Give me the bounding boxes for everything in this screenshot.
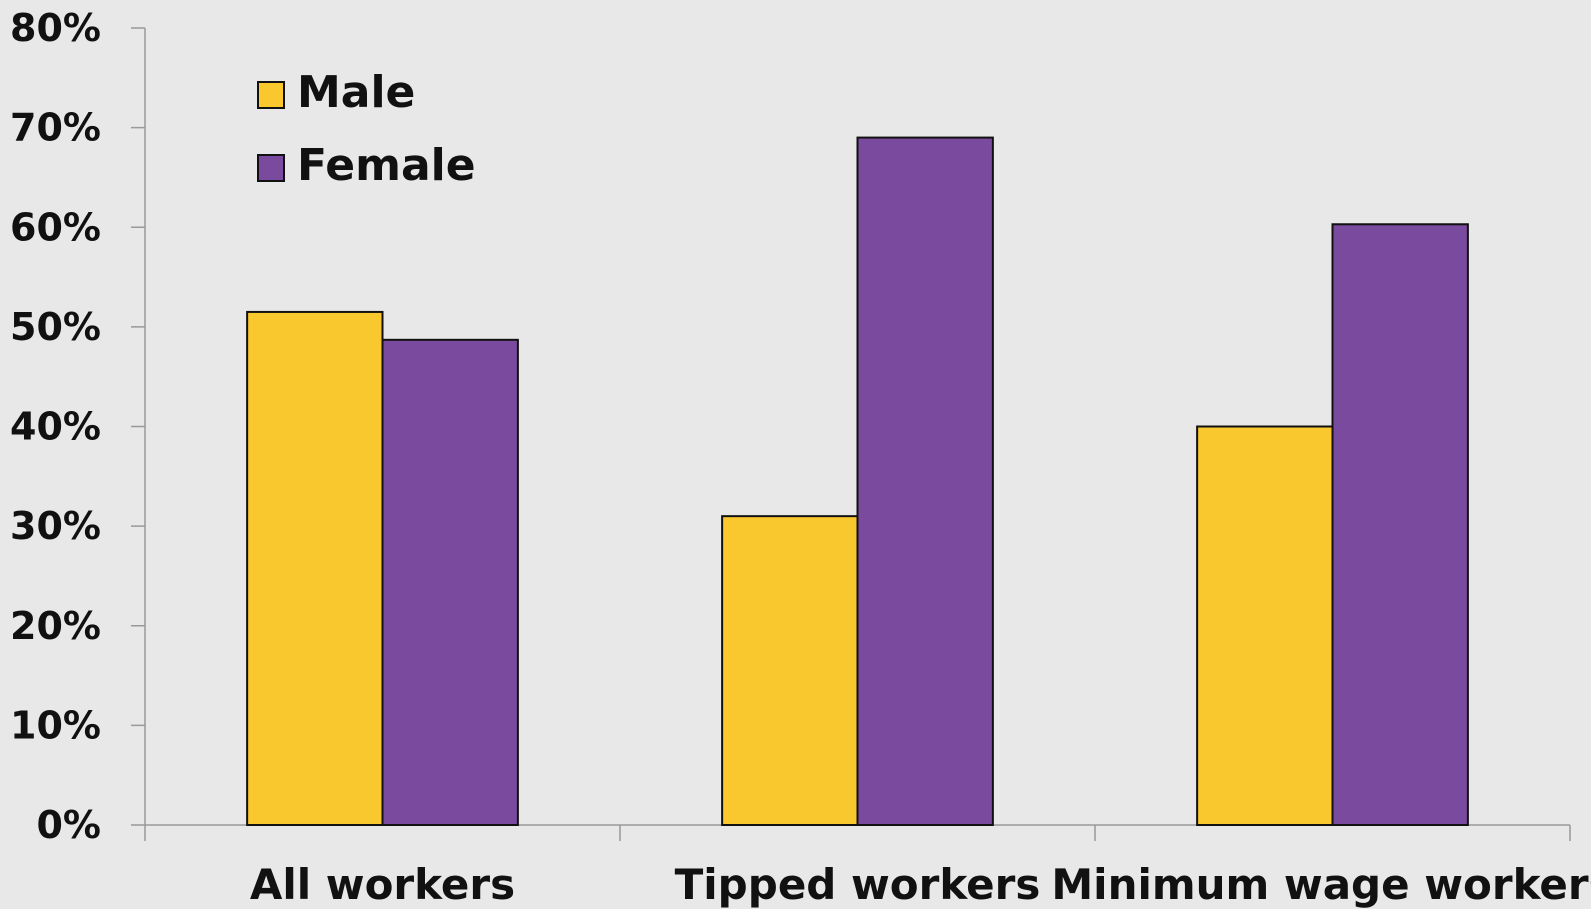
y-tick-label: 30%	[10, 504, 101, 548]
bar-female-3	[1331, 223, 1469, 827]
bar-female-1	[381, 338, 519, 826]
y-tick-label: 70%	[10, 106, 101, 150]
y-tick-label: 20%	[10, 604, 101, 648]
y-tick-label: 40%	[10, 405, 101, 449]
legend-label-male: Male	[297, 67, 415, 118]
category-labels: All workers Tipped workers Minimum wage wo…	[250, 860, 1591, 909]
legend-label-female: Female	[297, 140, 476, 191]
y-tick-label: 0%	[36, 803, 101, 847]
legend-swatch-female	[257, 154, 285, 182]
y-tick-label: 50%	[10, 305, 101, 349]
legend-swatch-male	[257, 81, 285, 109]
bar-male-3	[1196, 425, 1334, 826]
category-label: Minimum wage workers	[1051, 860, 1591, 909]
bar-male-2	[721, 515, 859, 826]
bar-male-1	[246, 310, 384, 826]
bar-female-2	[856, 136, 994, 826]
y-tick-label: 10%	[10, 703, 101, 747]
y-tick-label: 60%	[10, 205, 101, 249]
category-label: All workers	[250, 860, 515, 909]
y-tick-label: 80%	[10, 6, 101, 50]
y-tick-labels: 0% 10% 20% 30% 40% 50% 60% 70% 80%	[10, 6, 101, 847]
bars	[246, 136, 1469, 827]
legend: Male Female	[257, 67, 476, 191]
category-label: Tipped workers	[675, 860, 1041, 909]
